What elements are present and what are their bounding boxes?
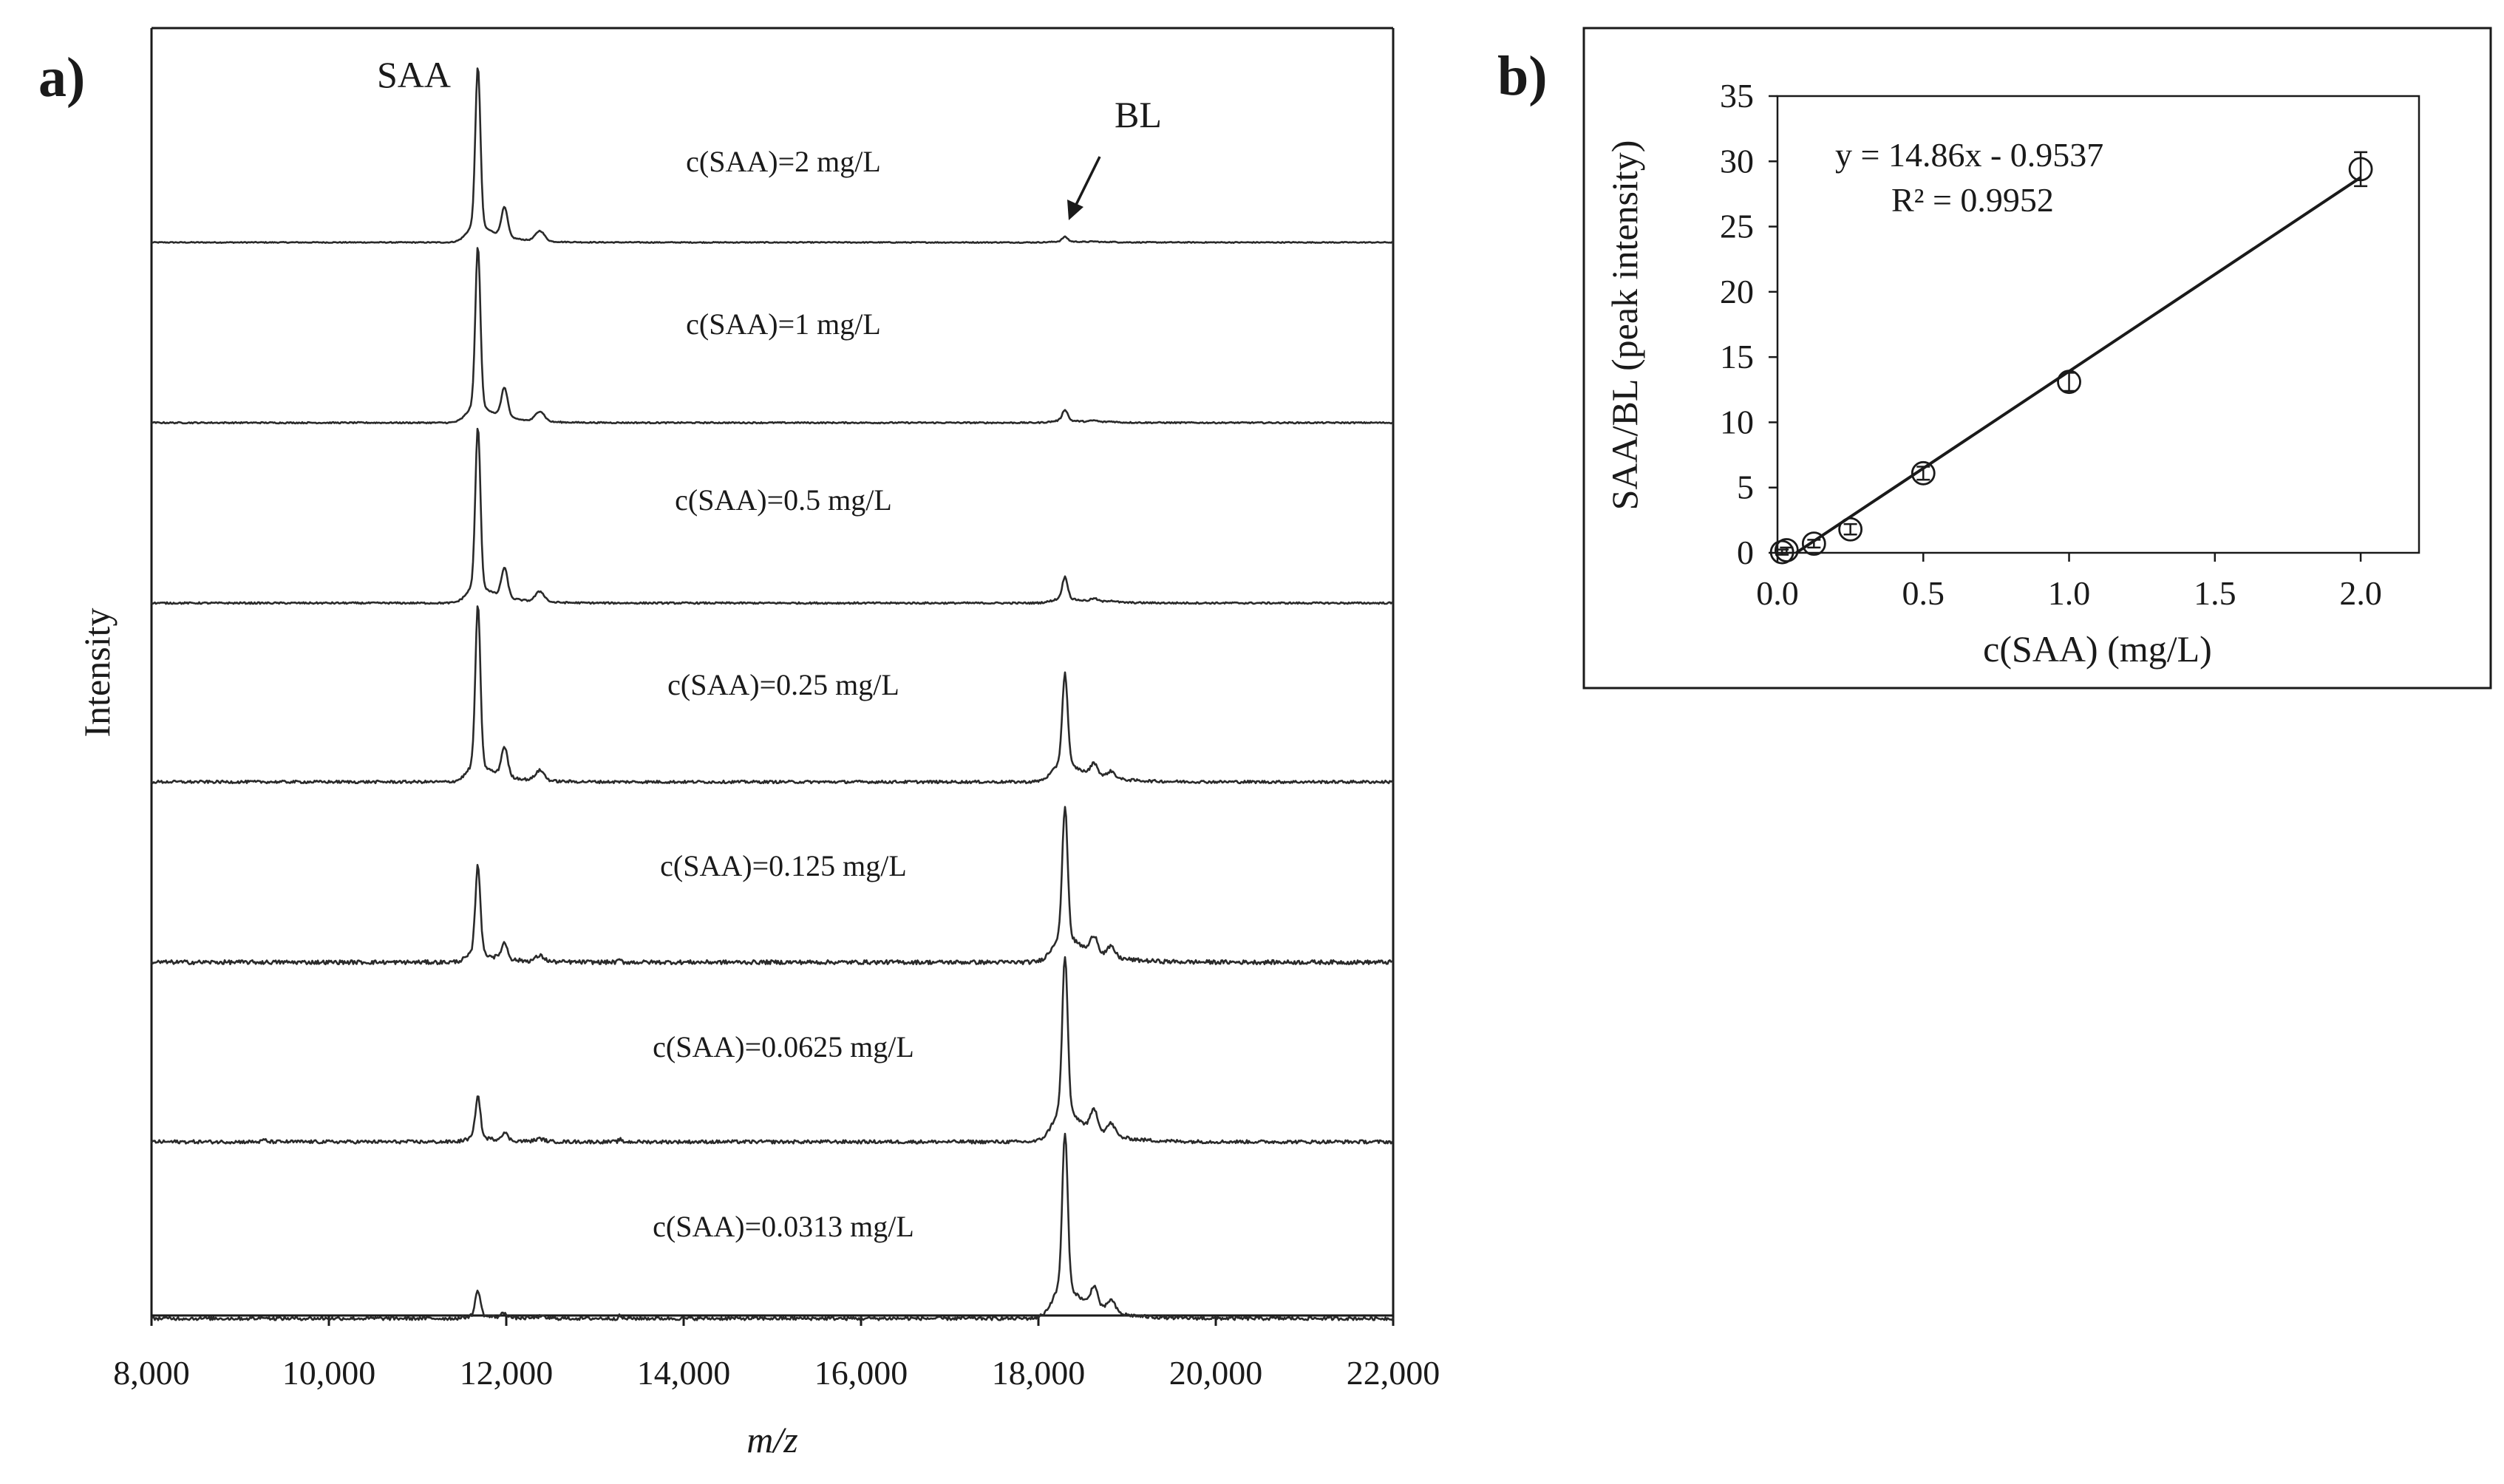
panel-a-traces (150, 67, 1395, 1321)
panel-a-x-axis-title: m/z (746, 1419, 797, 1460)
panel-b-y-tick-label: 15 (1720, 338, 1754, 375)
panel-b-y-axis-title: SAA/BL (peak intensity) (1604, 140, 1645, 511)
panel-a-spectra: a) 8,000 10,000 12,000 14,000 16,000 18,000 20… (38, 27, 1440, 1460)
panel-b-y-tick-label: 35 (1720, 77, 1754, 115)
point-marker (2057, 370, 2081, 395)
bl-peak-label: BL (1115, 94, 1162, 135)
panel-b-y-tick-label: 10 (1720, 403, 1754, 440)
panel-b-x-axis-title: c(SAA) (mg/L) (1983, 628, 2212, 670)
spectrum-label: c(SAA)=0.125 mg/L (660, 849, 907, 882)
panel-b-y-tick-label: 25 (1720, 208, 1754, 245)
panel-a-y-axis-title: Intensity (76, 608, 118, 738)
panel-b-x-tick-label: 1.0 (2048, 574, 2091, 612)
data-point (2057, 370, 2081, 395)
panel-b-calibration: b) 0 5 10 15 20 25 30 35 0.0 0.5 1.0 1.5 2.0 y = 14… (1497, 27, 2492, 690)
spectrum-label: c(SAA)=0.0625 mg/L (653, 1030, 914, 1063)
panel-a-x-tick-label: 12,000 (460, 1354, 554, 1392)
bl-arrow-head (1067, 200, 1083, 220)
spectrum-label: c(SAA)=2 mg/L (686, 145, 881, 178)
point-marker (1801, 531, 1826, 556)
panel-b-y-tick-label: 30 (1720, 142, 1754, 180)
panel-a-x-tick-label: 8,000 (113, 1354, 190, 1392)
spectrum-label: c(SAA)=0.25 mg/L (667, 668, 899, 701)
panel-a-label: a) (38, 47, 85, 109)
spectrum-trace (150, 1132, 1395, 1321)
bl-arrow (1067, 156, 1101, 220)
panel-b-y-tick-label: 20 (1720, 273, 1754, 310)
panel-b-x-tick-label: 1.5 (2194, 574, 2236, 612)
panel-a-spectrum-labels: c(SAA)=2 mg/L c(SAA)=1 mg/L c(SAA)=0.5 mg/… (653, 145, 914, 1243)
spectrum-label: c(SAA)=0.0313 mg/L (653, 1210, 914, 1243)
panel-a-x-ticks: 8,000 10,000 12,000 14,000 16,000 18,000 20,00… (113, 1315, 1440, 1392)
panel-b-x-tick-label: 0.5 (1902, 574, 1945, 612)
panel-a-x-tick-label: 14,000 (637, 1354, 731, 1392)
r-squared: R² = 0.9952 (1891, 181, 2054, 219)
panel-b-x-tick-label: 2.0 (2339, 574, 2382, 612)
spectrum-trace (150, 605, 1395, 785)
spectrum-trace (150, 806, 1394, 965)
spectrum-trace (150, 956, 1394, 1145)
panel-a-x-tick-label: 10,000 (282, 1354, 376, 1392)
panel-b-x-tick-label: 0.0 (1756, 574, 1799, 612)
panel-b-y-ticks: 0 5 10 15 20 25 30 35 (1720, 77, 1777, 571)
panel-a-x-tick-label: 16,000 (814, 1354, 908, 1392)
spectrum-label: c(SAA)=0.5 mg/L (675, 483, 892, 517)
panel-b-outer-frame (1582, 27, 2492, 690)
bl-arrow-shaft (1072, 156, 1101, 211)
spectrum-trace (151, 247, 1394, 425)
panel-b-data-points (1769, 151, 2373, 565)
fit-line (1795, 176, 2362, 554)
data-point (1774, 538, 1799, 562)
panel-a-x-tick-label: 20,000 (1169, 1354, 1263, 1392)
panel-b-label: b) (1497, 45, 1548, 107)
data-point (1838, 517, 1863, 542)
panel-b-y-tick-label: 5 (1737, 469, 1754, 506)
spectrum-trace (151, 67, 1394, 244)
data-point (1911, 460, 1936, 486)
point-marker (1838, 517, 1863, 542)
panel-a-x-tick-label: 22,000 (1347, 1354, 1440, 1392)
panel-b-y-tick-label: 0 (1737, 534, 1754, 571)
panel-b-plot-area (1776, 95, 2420, 554)
panel-a-x-tick-label: 18,000 (992, 1354, 1086, 1392)
point-marker (1911, 460, 1936, 486)
panel-b-fit-line (1795, 176, 2362, 554)
spectrum-label: c(SAA)=1 mg/L (686, 307, 881, 341)
fit-equation: y = 14.86x - 0.9537 (1835, 136, 2103, 174)
data-point (1801, 531, 1826, 556)
spectrum-trace (151, 427, 1394, 605)
panel-b-x-ticks: 0.0 0.5 1.0 1.5 2.0 (1756, 553, 2382, 612)
saa-peak-label: SAA (377, 54, 451, 95)
point-marker (2348, 157, 2373, 182)
data-point (2348, 151, 2373, 188)
point-marker (1774, 538, 1799, 562)
